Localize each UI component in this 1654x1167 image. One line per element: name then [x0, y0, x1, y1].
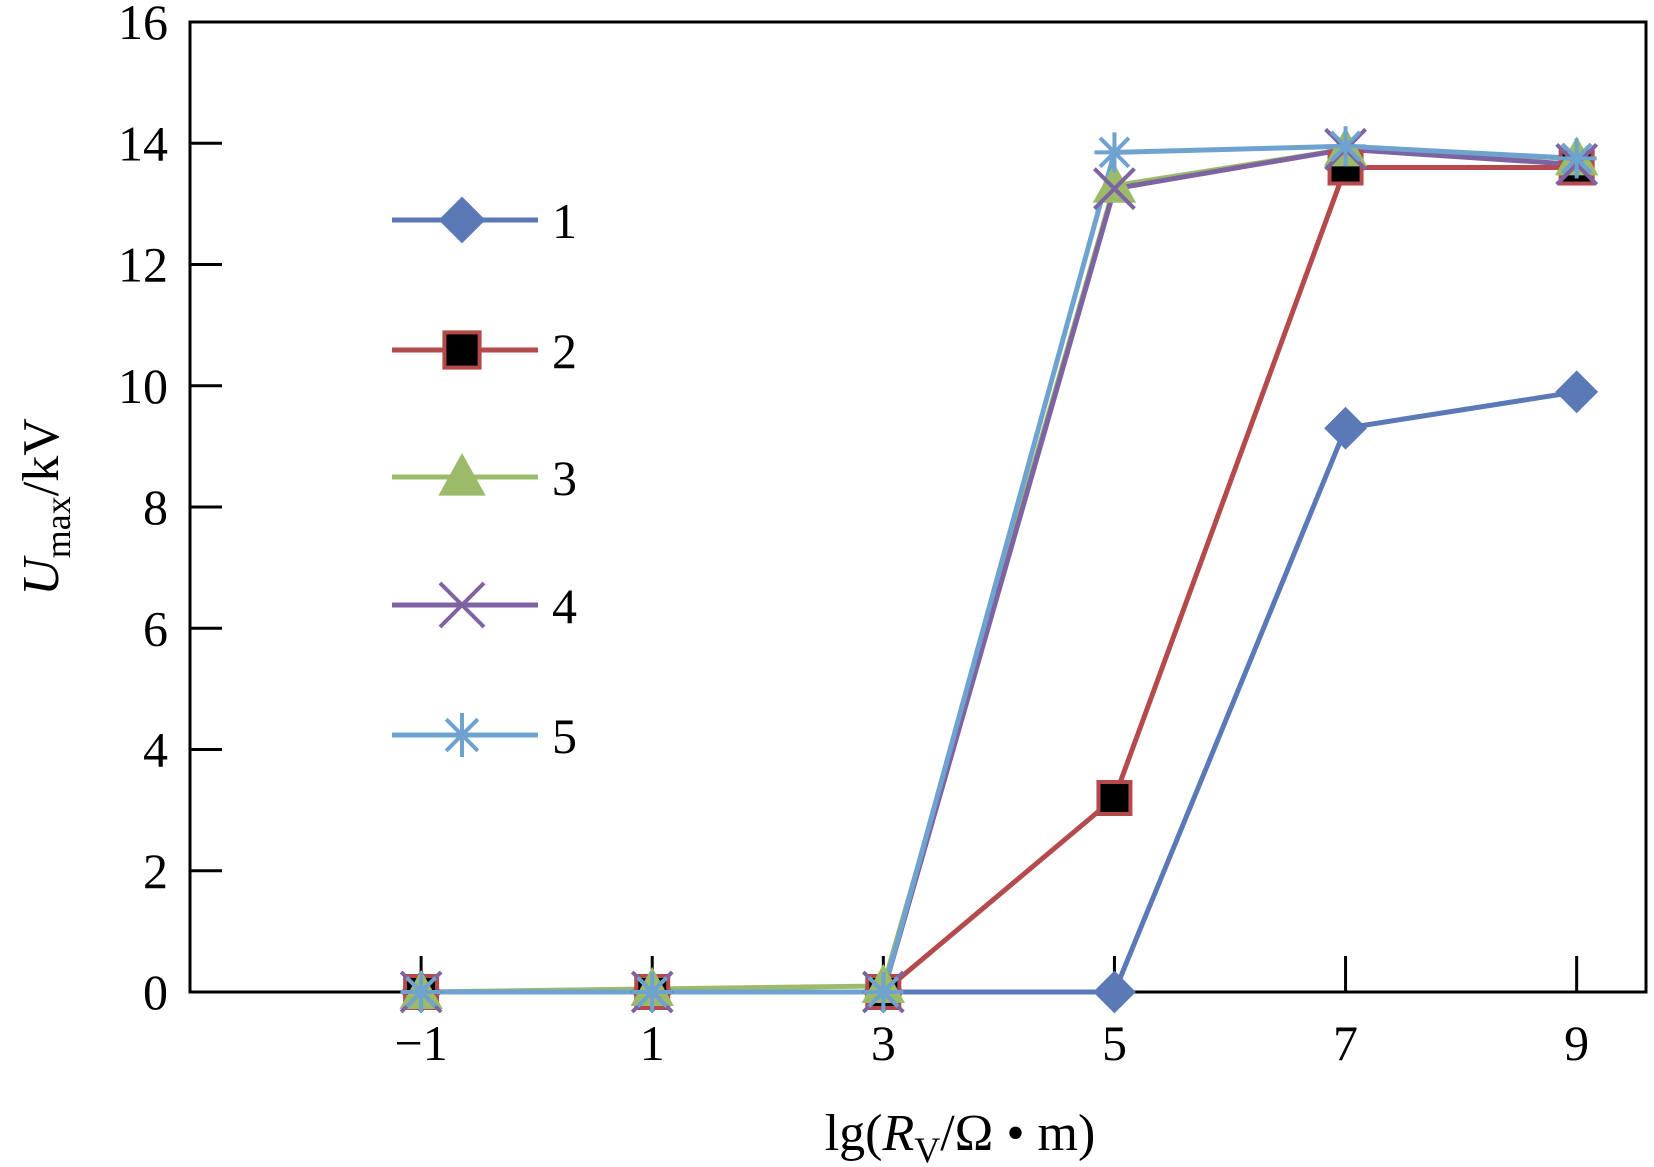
y-tick-label: 6 — [143, 600, 168, 656]
x-tick-label: −1 — [395, 1015, 448, 1071]
data-point-series-5 — [1094, 132, 1135, 173]
series-line-1 — [421, 389, 1578, 995]
x-tick-label: 3 — [871, 1015, 896, 1071]
x-tick-label: 9 — [1564, 1015, 1589, 1071]
legend-marker-1 — [438, 196, 486, 244]
legend-label-4: 4 — [552, 578, 577, 634]
data-point-series-1 — [1093, 970, 1136, 1014]
legend-marker-3 — [438, 452, 486, 496]
series-line-5 — [421, 143, 1577, 995]
legend-marker-5 — [440, 713, 484, 757]
y-tick-label: 10 — [118, 358, 168, 414]
legend-marker-2 — [442, 330, 482, 370]
y-tick-label: 12 — [118, 237, 168, 293]
y-tick-label: 0 — [143, 964, 168, 1020]
series-markers — [399, 126, 1599, 1014]
legend-label-1: 1 — [552, 193, 577, 249]
data-point-series-5 — [632, 972, 673, 1012]
legend-label-5: 5 — [552, 708, 577, 764]
legend-label-3: 3 — [552, 450, 577, 506]
data-point-series-5 — [863, 972, 904, 1012]
data-point-series-2 — [1096, 780, 1133, 816]
legend-marker-4 — [438, 581, 486, 629]
series-lines — [421, 143, 1578, 995]
x-tick-label: 5 — [1102, 1015, 1127, 1071]
y-tick-labels: 0 2 4 6 8 10 12 14 16 — [118, 0, 168, 1020]
x-axis-title: lg(RV/Ω • m) — [825, 1105, 1096, 1167]
x-tick-labels: −1 1 3 5 7 9 — [395, 1015, 1590, 1071]
data-point-series-1 — [1324, 406, 1367, 450]
data-point-series-5 — [1556, 138, 1597, 179]
data-point-series-5 — [401, 972, 442, 1012]
y-tick-label: 2 — [143, 843, 168, 899]
legend: 1 2 3 4 5 — [392, 193, 577, 764]
y-tick-label: 8 — [143, 479, 168, 535]
x-tick-label: 7 — [1333, 1015, 1358, 1071]
legend-label-2: 2 — [552, 323, 577, 379]
y-tick-label: 16 — [118, 0, 168, 50]
y-tick-label: 4 — [143, 722, 168, 778]
data-point-series-4 — [1093, 167, 1136, 211]
x-tick-label: 1 — [640, 1015, 665, 1071]
data-point-series-5 — [1325, 126, 1366, 167]
data-point-series-1 — [1555, 370, 1599, 414]
y-tick-label: 14 — [118, 115, 168, 171]
y-axis-title: Umax/kV — [13, 418, 78, 596]
data-point-series-3 — [1092, 163, 1137, 203]
